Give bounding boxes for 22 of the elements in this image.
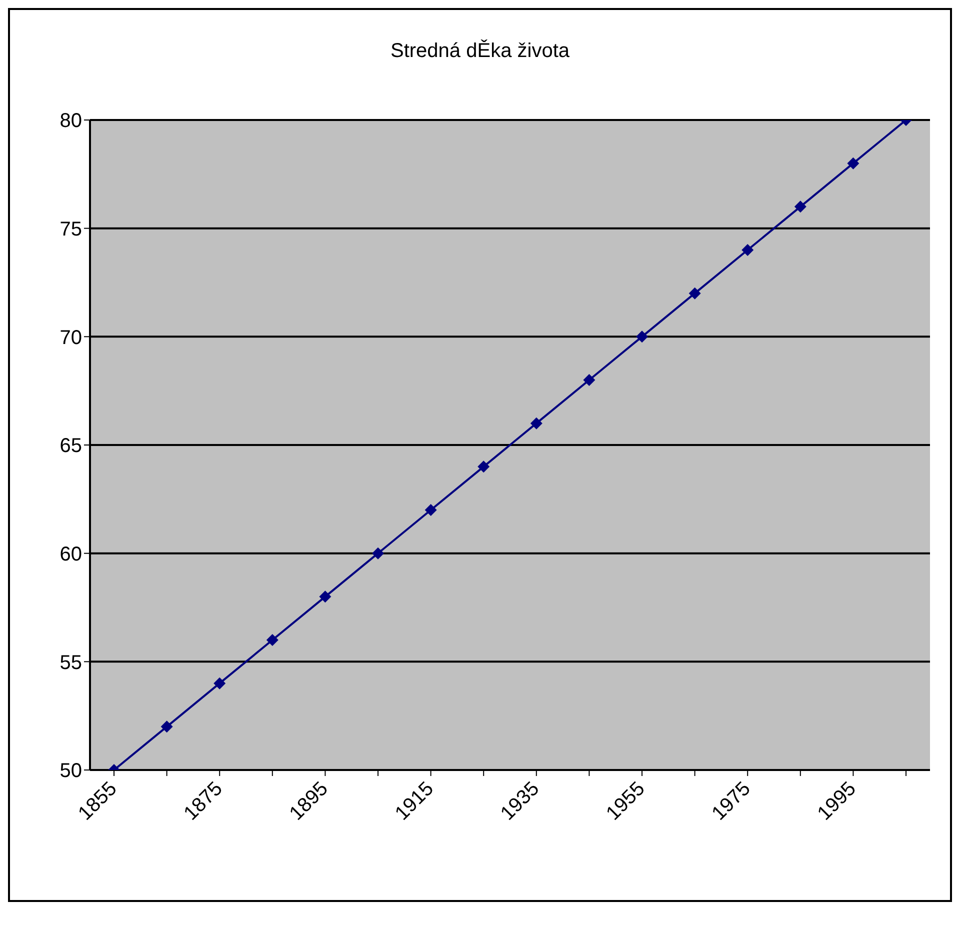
point — [583, 374, 596, 386]
point — [688, 287, 701, 300]
point — [214, 677, 226, 690]
point — [160, 720, 173, 733]
point — [636, 330, 648, 343]
y-tick-label: 50 — [60, 760, 82, 782]
point — [372, 547, 384, 560]
point — [794, 200, 806, 213]
y-tick-label: 70 — [60, 326, 82, 349]
point — [742, 244, 754, 256]
point — [847, 157, 860, 170]
y-tick-label: 55 — [60, 652, 82, 674]
point — [319, 590, 332, 603]
point — [424, 504, 437, 516]
point — [478, 460, 490, 473]
y-tick-label: 65 — [60, 435, 82, 458]
y-tick-label: 60 — [60, 543, 82, 566]
y-tick-label: 75 — [60, 218, 82, 240]
chart-title: Stredná dĚka života — [390, 38, 570, 64]
point — [266, 634, 278, 646]
point — [530, 417, 542, 430]
y-tick-label: 80 — [60, 110, 82, 132]
